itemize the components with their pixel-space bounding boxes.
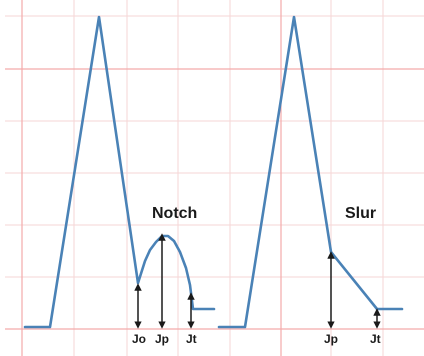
notch-title: Notch (152, 205, 197, 222)
notch-waveform (23, 15, 216, 329)
slur-jp-label: Jp (324, 332, 338, 346)
slur-jt-label: Jt (370, 332, 381, 346)
ecg-grid (5, 0, 424, 356)
notch-jp-label: Jp (155, 332, 169, 346)
slur-waveform (217, 15, 404, 329)
notch-jt-label: Jt (186, 332, 197, 346)
grid-major-lines (5, 0, 424, 356)
notch-jo-label: Jo (132, 332, 146, 346)
slur-panel: Slur Jp Jt (217, 15, 404, 346)
grid-minor-lines (5, 0, 424, 356)
notch-panel: Notch Jo Jp Jt (23, 15, 216, 346)
slur-title: Slur (345, 205, 376, 222)
